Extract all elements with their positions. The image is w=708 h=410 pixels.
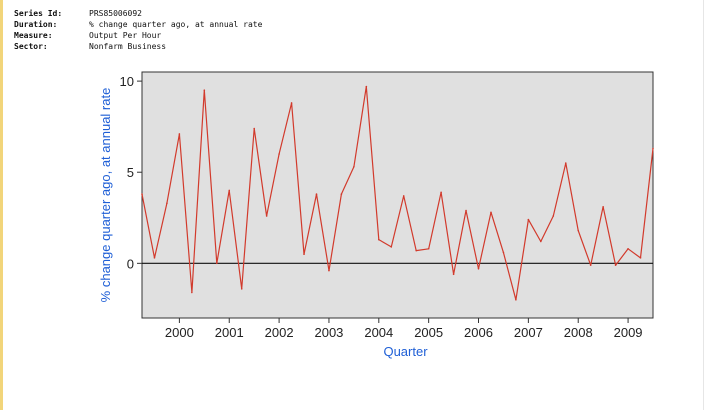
data-point: [328, 269, 330, 272]
data-point: [315, 193, 318, 195]
data-point: [402, 195, 405, 197]
data-point: [278, 153, 280, 155]
data-point: [502, 251, 505, 254]
data-point: [215, 262, 218, 265]
y-tick-label: 5: [127, 165, 134, 180]
x-tick-label: 2008: [564, 325, 593, 340]
meta-series-id: Series Id: PRS85006092: [14, 8, 262, 19]
data-point: [390, 246, 393, 248]
data-point: [378, 238, 380, 241]
meta-value: % change quarter ago, at annual rate: [89, 20, 263, 29]
y-axis-title: % change quarter ago, at annual rate: [98, 88, 113, 303]
x-tick-label: 2003: [314, 325, 343, 340]
plot-area: [141, 71, 654, 319]
data-point: [627, 247, 629, 250]
data-point: [540, 240, 542, 243]
data-point: [465, 209, 467, 212]
meta-value: PRS85006092: [89, 9, 142, 18]
data-point: [415, 249, 417, 252]
meta-duration: Duration: % change quarter ago, at annua…: [14, 19, 262, 30]
y-tick-label: 10: [120, 74, 134, 89]
data-point: [452, 273, 455, 276]
x-tick-label: 2005: [414, 325, 443, 340]
data-point: [178, 133, 181, 135]
data-point: [141, 193, 143, 195]
meta-value: Output Per Hour: [89, 31, 162, 40]
data-point: [515, 298, 517, 301]
data-point: [253, 127, 255, 130]
data-point: [564, 162, 567, 164]
data-point: [490, 211, 492, 214]
y-tick-label: 0: [127, 256, 134, 271]
data-point: [153, 257, 156, 259]
x-tick-label: 2002: [265, 325, 294, 340]
data-point: [589, 264, 592, 266]
data-point: [290, 102, 293, 104]
series-line: [141, 85, 654, 301]
data-point: [639, 257, 642, 259]
data-point: [652, 147, 654, 150]
meta-sector: Sector: Nonfarm Business: [14, 41, 262, 52]
data-point: [427, 247, 430, 250]
data-point: [477, 268, 480, 270]
data-point: [265, 215, 268, 217]
x-axis-title: Quarter: [383, 344, 428, 359]
x-tick-label: 2009: [614, 325, 643, 340]
series-metadata: Series Id: PRS85006092 Duration: % chang…: [14, 8, 262, 52]
x-tick-label: 2001: [215, 325, 244, 340]
data-point: [228, 189, 231, 192]
meta-key: Duration:: [14, 20, 58, 29]
data-point: [577, 229, 580, 232]
x-tick-label: 2006: [464, 325, 493, 340]
data-point: [240, 288, 243, 290]
meta-key: Sector:: [14, 42, 48, 51]
x-tick-label: 2004: [364, 325, 393, 340]
data-point: [166, 202, 168, 204]
data-point: [602, 206, 604, 208]
data-point: [203, 89, 206, 92]
meta-key: Measure:: [14, 31, 53, 40]
meta-measure: Measure: Output Per Hour: [14, 30, 262, 41]
data-point: [527, 218, 530, 221]
data-point: [353, 165, 355, 168]
data-point: [614, 264, 617, 266]
data-point: [303, 253, 305, 256]
data-point: [191, 291, 193, 294]
data-point: [552, 215, 555, 217]
data-point: [440, 191, 442, 194]
meta-key: Series Id:: [14, 9, 63, 18]
x-tick-label: 2007: [514, 325, 543, 340]
data-point: [340, 193, 343, 195]
data-point: [365, 85, 368, 88]
x-tick-label: 2000: [165, 325, 194, 340]
meta-value: Nonfarm Business: [89, 42, 167, 51]
